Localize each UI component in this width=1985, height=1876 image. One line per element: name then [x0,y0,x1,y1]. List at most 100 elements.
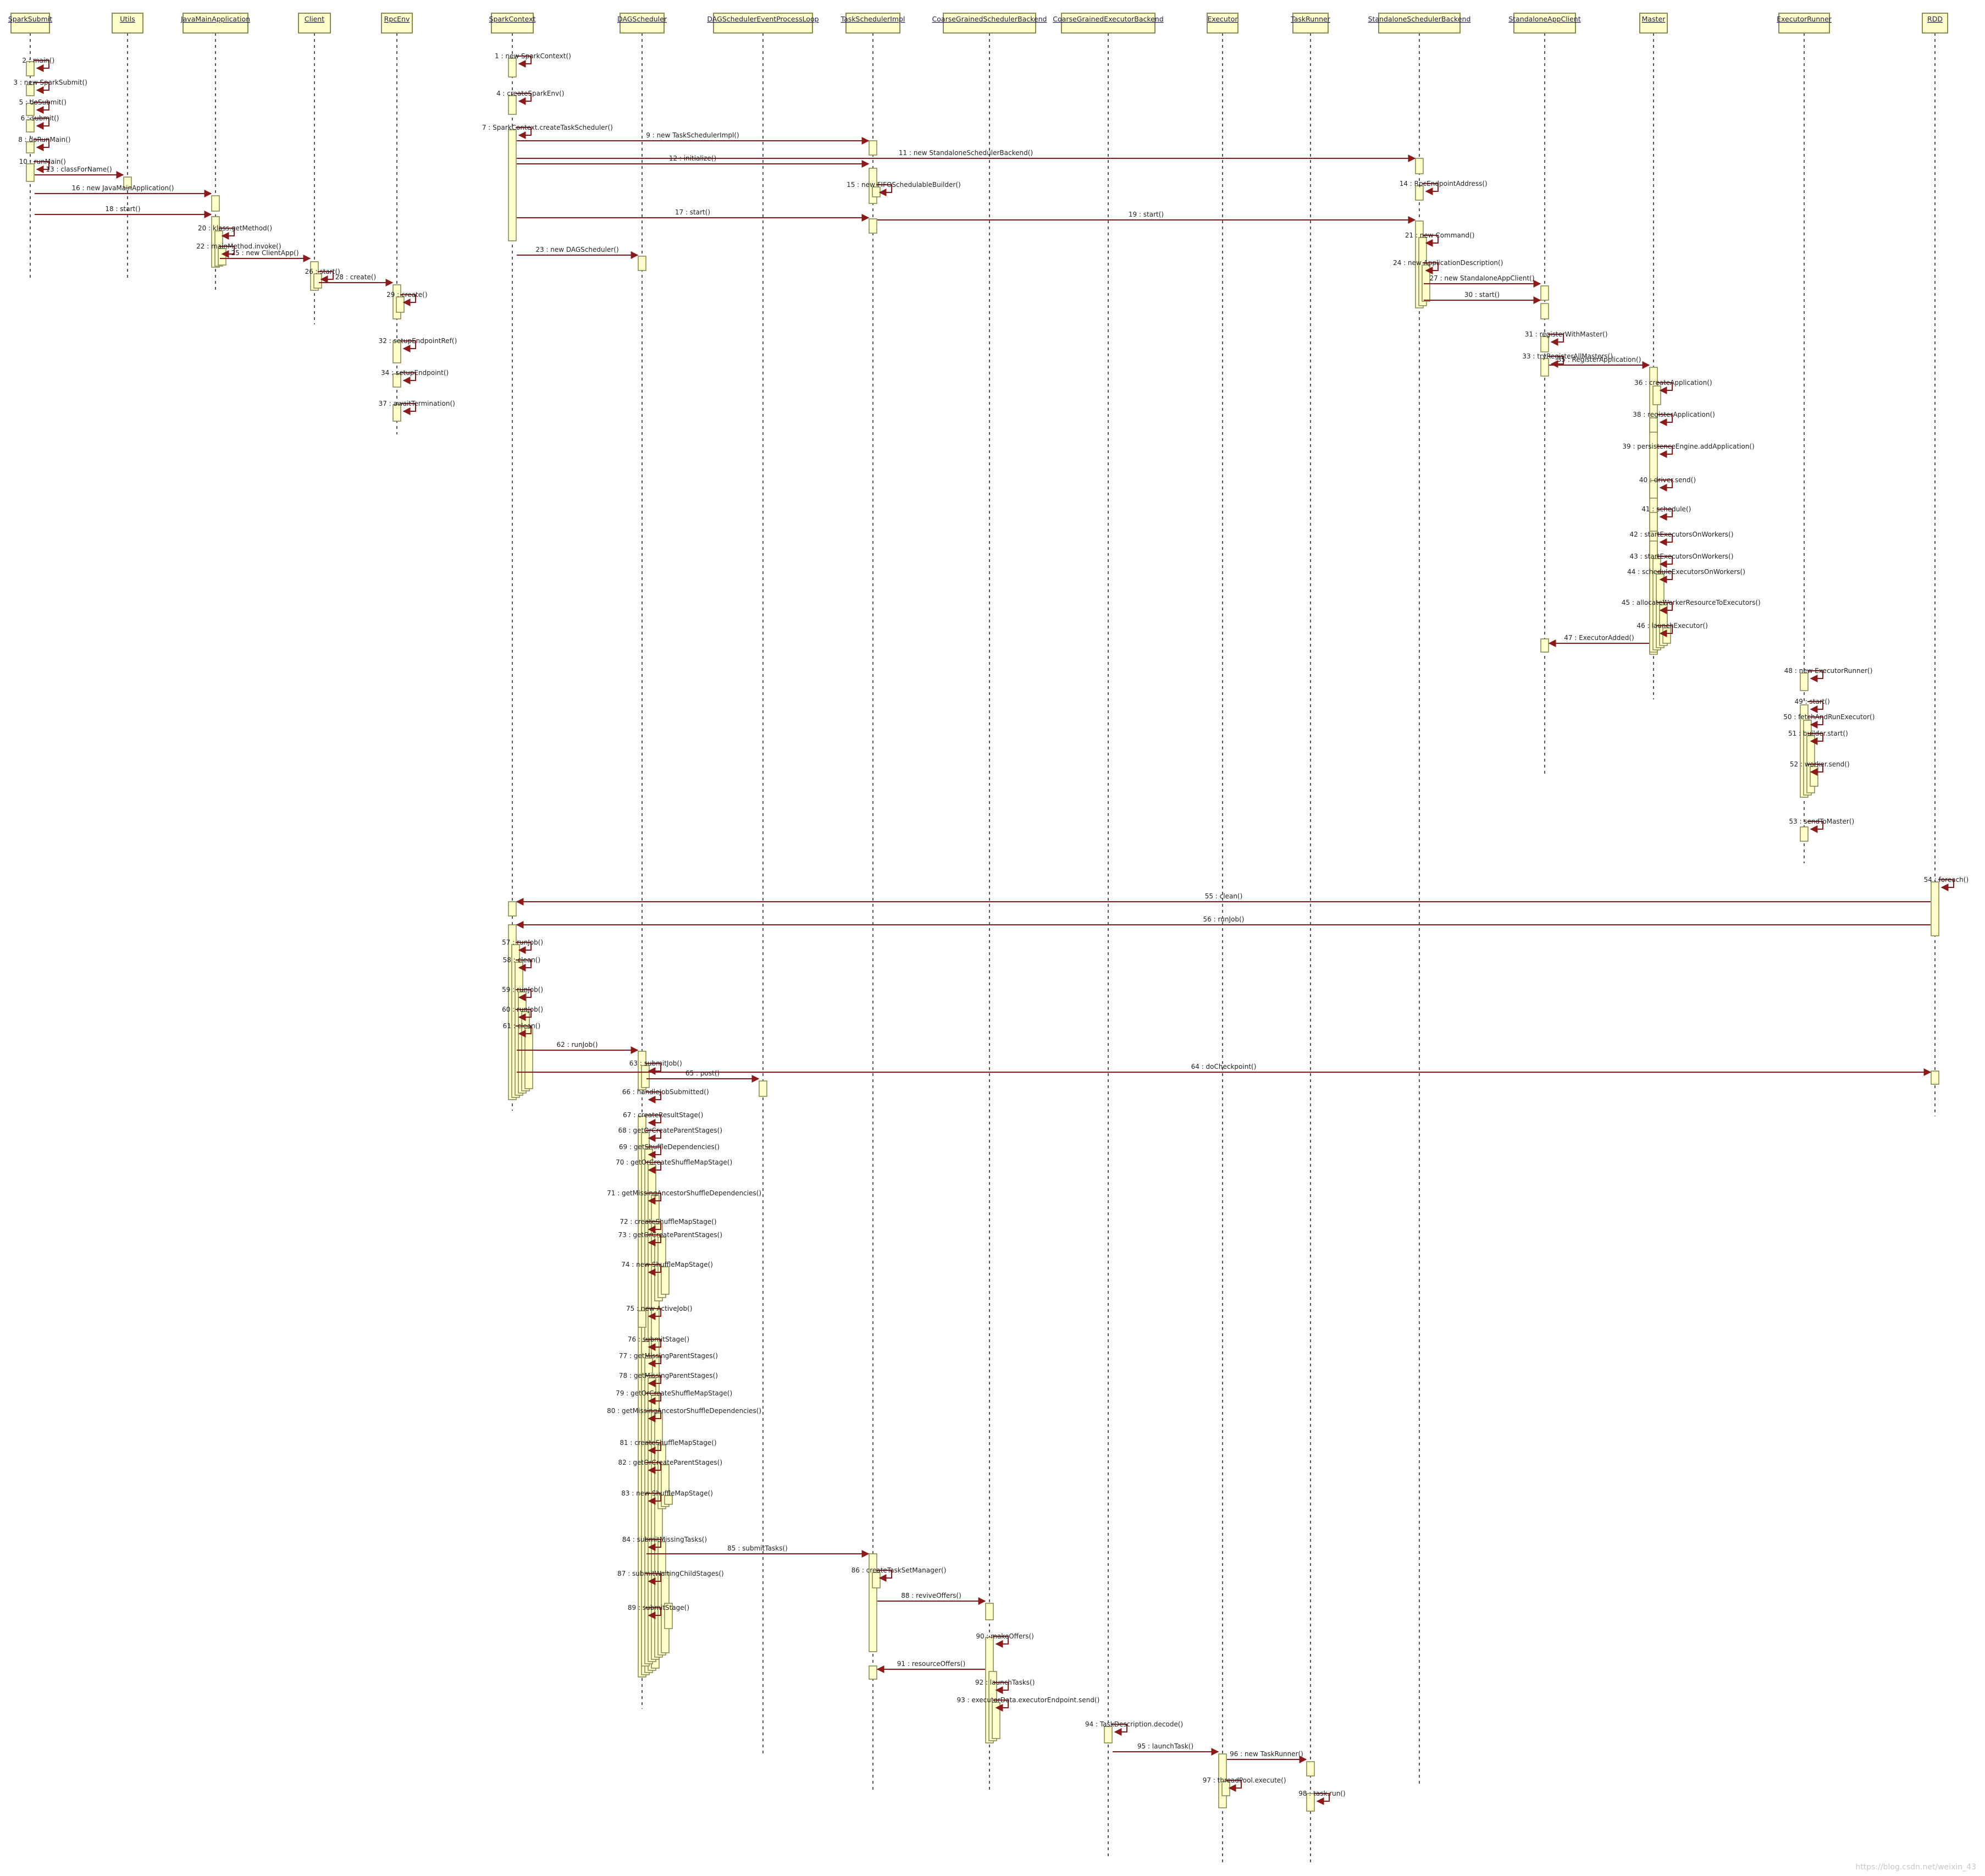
self-message-arrow [34,82,49,94]
self-message-arrow [645,1442,661,1454]
message: 84 : submitMissingTasks() [622,1536,707,1551]
message: 63 : submitJob() [629,1060,682,1075]
activation-bar [664,1603,673,1629]
message-label: 57 : runJob() [502,939,543,946]
activation-bar [1415,185,1424,201]
participant-standalone-app-client[interactable]: StandaloneAppClient [1508,13,1581,34]
activation-bar [392,340,401,363]
participant-executor[interactable]: Executor [1207,13,1238,34]
participant-box [298,13,331,34]
participant-coarse-grained-scheduler-backend[interactable]: CoarseGrainedSchedulerBackend [932,13,1047,34]
message-label: 36 : createApplication() [1634,379,1712,387]
participant-utils[interactable]: Utils [112,13,143,34]
activation-bar [26,84,35,96]
activation-bar [26,61,35,76]
activation-bar [1810,766,1818,787]
message-label: 11 : new StandaloneSchedulerBackend() [899,149,1033,157]
message-label: 16 : new JavaMainApplication() [72,184,174,192]
participant-box [1292,13,1329,34]
message: 29 : create() [386,291,428,306]
message-label: 83 : new ShuffleMapStage() [621,1489,713,1497]
message: 2 : main() [22,57,54,72]
participant-name: DAGSchedulerEventProcessLoop [707,15,819,23]
message: 56 : runJob() [516,915,1931,929]
message-label: 58 : clean() [503,956,541,964]
message: 67 : createResultStage() [623,1111,703,1127]
participant-rpc-env[interactable]: RpcEnv [381,13,413,34]
participant-standalone-scheduler-backend[interactable]: StandaloneSchedulerBackend [1368,13,1471,34]
message: 17 : start() [517,208,870,222]
activation-bar [1652,385,1661,405]
participant-name: Client [305,15,324,23]
participant-dagscheduler-event-process-loop[interactable]: DAGSchedulerEventProcessLoop [707,13,819,34]
self-message-arrow [516,1025,532,1038]
message: 78 : getMissingParentStages() [619,1372,718,1387]
activation-bar [392,373,401,388]
message: 74 : new ShuffleMapStage() [621,1261,713,1276]
participant-box [713,13,813,34]
participant-executor-runner[interactable]: ExecutorRunner [1777,13,1832,34]
message: 83 : new ShuffleMapStage() [621,1489,713,1505]
message-label: 67 : createResultStage() [623,1111,703,1119]
message: 98 : task.run() [1298,1790,1346,1805]
self-message-arrow [876,184,892,196]
watermark-text: https://blog.csdn.net/weixin_43 [1855,1863,1976,1872]
self-message-arrow [1657,625,1673,637]
self-message-arrow [1423,183,1439,195]
participant-name: StandaloneAppClient [1508,15,1580,23]
activation-bar [1540,303,1549,319]
participant-spark-submit[interactable]: SparkSubmit [8,13,52,34]
activation-bar [123,176,132,189]
message: 30 : start() [1424,291,1541,304]
activation-bar [1931,1071,1939,1085]
self-message-arrow [645,1410,661,1422]
message: 49 : start() [1795,698,1830,713]
participant-box [1061,13,1155,34]
message-label: 54 : foreach() [1924,876,1969,884]
message: 96 : new TaskRunner() [1227,1750,1307,1763]
message: 85 : submitTasks() [646,1544,870,1558]
participant-spark-context[interactable]: SparkContext [489,13,536,34]
message: 19 : start() [877,211,1416,224]
message-label: 28 : create() [335,273,376,281]
participant-master[interactable]: Master [1639,13,1668,34]
participant-coarse-grained-executor-backend[interactable]: CoarseGrainedExecutorBackend [1053,13,1164,34]
message-label: 12 : initialize() [669,155,716,162]
participant-name: SparkContext [489,15,536,23]
message: 20 : klass.getMethod() [198,224,272,240]
message-label: 7 : SparkContext.createTaskScheduler() [482,124,613,131]
activation-bar [759,1080,767,1097]
self-message-arrow [645,1146,661,1158]
self-message-arrow [400,294,416,306]
participant-client[interactable]: Client [298,13,331,34]
message-label: 5 : doSubmit() [19,98,67,106]
participant-task-runner[interactable]: TaskRunner [1290,13,1331,34]
activation-bar [985,1603,994,1620]
message: 8 : doRunMain() [18,136,71,151]
message-label: 53 : sendToMaster() [1789,818,1854,825]
participant-task-scheduler-impl[interactable]: TaskSchedulerImpl [841,13,905,34]
activation-bar [1540,336,1549,352]
activation-bar [638,1310,646,1328]
message-label: 4 : createSparkEnv() [496,90,565,97]
activation-bar [524,1028,533,1089]
message-label: 22 : mainMethod.invoke() [196,242,281,250]
participant-dagscheduler[interactable]: DAGScheduler [617,13,667,34]
message-label: 20 : klass.getMethod() [198,224,272,232]
message-label: 95 : launchTask() [1137,1742,1193,1750]
message-label: 89 : submitStage() [628,1604,689,1612]
message-label: 90 : makeOffers() [976,1632,1034,1640]
participant-java-main-application[interactable]: JavaMainApplication [180,13,250,34]
message-label: 8 : doRunMain() [18,136,70,144]
message: 68 : getOrCreateParentStages() [618,1127,722,1142]
message: 41 : schedule() [1641,505,1691,521]
message-label: 29 : create() [386,291,427,299]
participant-rdd[interactable]: RDD [1922,13,1948,34]
message-label: 41 : schedule() [1641,505,1691,513]
message: 33 : tryRegisterAllMasters() [1522,352,1613,368]
self-message-arrow [1657,414,1673,426]
message-label: 92 : launchTasks() [975,1679,1035,1686]
self-message-arrow [34,118,49,130]
message-label: 44 : scheduleExecutorsOnWorkers() [1627,568,1745,576]
message: 88 : reviveOffers() [877,1592,986,1605]
